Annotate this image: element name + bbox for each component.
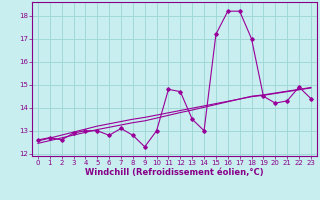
X-axis label: Windchill (Refroidissement éolien,°C): Windchill (Refroidissement éolien,°C)	[85, 168, 264, 177]
